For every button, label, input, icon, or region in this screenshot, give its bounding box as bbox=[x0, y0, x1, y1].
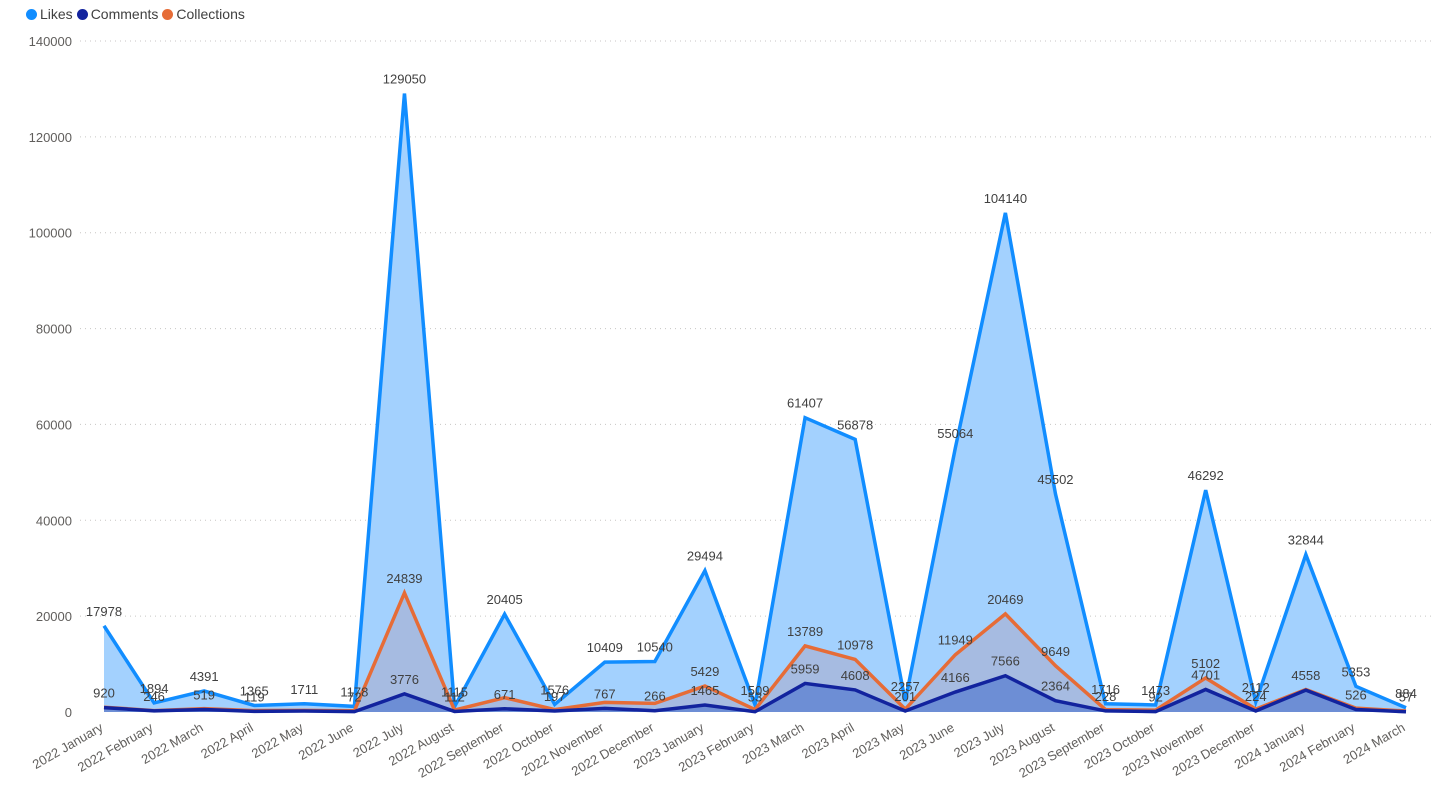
legend-label-collections: Collections bbox=[176, 6, 245, 22]
data-label-likes: 4391 bbox=[190, 669, 219, 684]
legend-dot-likes-icon bbox=[26, 8, 37, 20]
x-tick-label: 2023 June bbox=[897, 720, 957, 763]
data-label-collections: 24839 bbox=[386, 571, 422, 586]
legend-item-likes[interactable]: Likes bbox=[26, 6, 73, 22]
data-label-likes: 45502 bbox=[1037, 472, 1073, 487]
x-tick-label: 2023 April bbox=[799, 720, 857, 762]
line-comments bbox=[103, 673, 1407, 714]
data-label-likes: 129050 bbox=[383, 71, 426, 86]
data-label-comments: 2364 bbox=[1041, 679, 1070, 694]
data-label-likes: 1894 bbox=[140, 681, 169, 696]
data-label-collections: 11949 bbox=[938, 633, 973, 648]
data-label-likes: 10409 bbox=[587, 640, 623, 655]
data-label-comments: 920 bbox=[93, 686, 115, 701]
data-label-likes: 1115 bbox=[441, 685, 468, 700]
data-label-likes: 104140 bbox=[984, 191, 1027, 206]
data-label-comments: 1465 bbox=[690, 683, 719, 698]
data-label-likes: 5353 bbox=[1341, 664, 1370, 679]
data-label-comments: 72 bbox=[347, 690, 361, 705]
legend-item-collections[interactable]: Collections bbox=[162, 6, 245, 22]
x-tick-label: 2022 April bbox=[198, 720, 256, 762]
data-label-comments: 201 bbox=[894, 689, 916, 704]
data-label-comments: 4166 bbox=[941, 670, 970, 685]
x-tick-label: 2022 June bbox=[296, 720, 356, 763]
data-label-comments: 3776 bbox=[390, 672, 419, 687]
data-label-comments: 4701 bbox=[1191, 667, 1220, 682]
y-tick-label: 80000 bbox=[36, 322, 72, 337]
data-label-likes: 1178 bbox=[340, 684, 368, 699]
data-label-comments: 526 bbox=[1345, 687, 1367, 702]
y-tick-label: 40000 bbox=[36, 513, 72, 528]
data-label-comments: 519 bbox=[193, 688, 215, 703]
data-label-likes: 884 bbox=[1395, 686, 1417, 701]
data-label-comments: 224 bbox=[1245, 689, 1267, 704]
data-label-collections: 5102 bbox=[1191, 656, 1220, 671]
data-label-likes: 1711 bbox=[290, 682, 318, 697]
y-tick-label: 60000 bbox=[36, 417, 72, 432]
area-collections bbox=[104, 592, 1406, 712]
data-label-collections: 9649 bbox=[1041, 644, 1070, 659]
data-label-collections: 20469 bbox=[987, 592, 1023, 607]
legend-item-comments[interactable]: Comments bbox=[76, 6, 159, 22]
data-label-comments: 671 bbox=[494, 687, 516, 702]
data-label-likes: 10540 bbox=[637, 639, 673, 654]
y-tick-label: 120000 bbox=[29, 130, 72, 145]
data-label-likes: 1716 bbox=[1091, 682, 1120, 697]
data-label-comments: 767 bbox=[594, 686, 616, 701]
data-label-comments: 92 bbox=[1148, 690, 1162, 705]
data-label-likes: 20405 bbox=[487, 592, 523, 607]
data-label-likes: 2112 bbox=[1242, 680, 1270, 695]
data-label-comments: 57 bbox=[1399, 690, 1413, 705]
legend-label-likes: Likes bbox=[40, 6, 73, 22]
data-label-comments: 119 bbox=[244, 689, 265, 704]
data-label-comments: 4608 bbox=[841, 668, 870, 683]
data-label-comments: 53 bbox=[748, 690, 762, 705]
area-likes bbox=[104, 93, 1406, 712]
data-label-likes: 17978 bbox=[86, 604, 122, 619]
data-label-likes: 56878 bbox=[837, 417, 873, 432]
data-label-comments: 7566 bbox=[991, 654, 1020, 669]
x-tick-label: 2023 September bbox=[1016, 719, 1107, 780]
data-label-collections: 13789 bbox=[787, 624, 823, 639]
data-label-comments: 5959 bbox=[791, 661, 820, 676]
data-label-likes: 29494 bbox=[687, 549, 723, 564]
y-tick-label: 140000 bbox=[29, 34, 72, 49]
data-label-comments: 112 bbox=[444, 689, 465, 704]
x-tick-label: 2022 September bbox=[415, 719, 506, 780]
data-label-collections: 10978 bbox=[837, 637, 873, 652]
data-label-comments: 197 bbox=[544, 689, 566, 704]
data-label-collections: 5429 bbox=[690, 664, 719, 679]
legend: Likes Comments Collections bbox=[26, 4, 249, 24]
data-label-likes: 32844 bbox=[1288, 533, 1324, 548]
data-label-likes: 1365 bbox=[240, 683, 269, 698]
data-label-likes: 1473 bbox=[1141, 683, 1170, 698]
data-label-likes: 46292 bbox=[1188, 468, 1224, 483]
data-label-comments: 266 bbox=[644, 689, 666, 704]
line-likes bbox=[102, 93, 1407, 713]
data-label-likes: 1509 bbox=[741, 683, 770, 698]
data-label-likes: 61407 bbox=[787, 396, 823, 411]
y-tick-label: 100000 bbox=[29, 226, 72, 241]
legend-dot-collections-icon bbox=[162, 8, 174, 20]
legend-dot-comments-icon bbox=[76, 8, 88, 20]
data-label-comments: 4558 bbox=[1291, 668, 1320, 683]
data-label-comments: 246 bbox=[143, 689, 165, 704]
data-label-likes: 2257 bbox=[891, 679, 920, 694]
y-tick-label: 0 bbox=[65, 705, 72, 720]
data-label-likes: 1576 bbox=[540, 682, 569, 697]
legend-label-comments: Comments bbox=[90, 6, 159, 22]
data-label-likes: 55064 bbox=[937, 426, 973, 441]
y-tick-label: 20000 bbox=[36, 609, 72, 624]
data-label-comments: 228 bbox=[1095, 689, 1117, 704]
